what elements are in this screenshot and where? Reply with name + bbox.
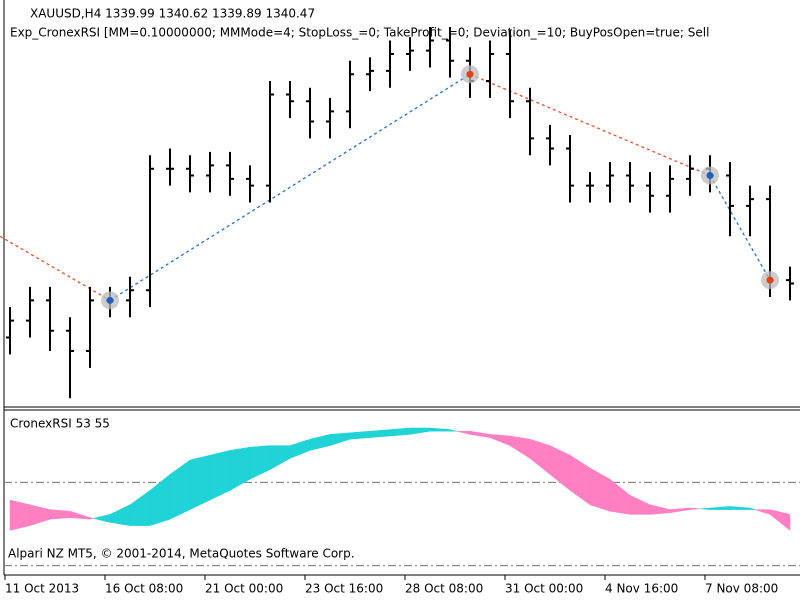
x-tick-label: 16 Oct 08:00 [105,582,183,596]
signal-dot [466,70,474,78]
x-tick-label: 7 Nov 08:00 [705,582,778,596]
band-segment [749,507,756,510]
band-segment [9,499,31,531]
band-segment [189,454,211,510]
chart-subtitle: Exp_CronexRSI [MM=0.10000000; MMMode=4; … [10,26,709,40]
chart-title: XAUUSD,H4 1339.99 1340.62 1339.89 1340.4… [30,7,315,21]
band-segment [49,509,71,520]
signal-dot [106,296,114,304]
band-segment [349,430,371,440]
band-segment [89,517,94,520]
signal-dot [766,276,774,284]
x-tick-label: 21 Oct 00:00 [205,582,283,596]
signal-dot [706,172,714,179]
band-segment [449,429,457,432]
band-segment [769,509,791,531]
trade-line [709,175,771,281]
copyright: Alpari NZ MT5, © 2001-2014, MetaQuotes S… [8,547,355,561]
x-tick-label: 23 Oct 16:00 [305,582,383,596]
band-segment [389,427,411,437]
x-tick-label: 4 Nov 16:00 [605,582,678,596]
x-tick-label: 31 Oct 00:00 [505,582,583,596]
indicator-title: CronexRSI 53 55 [10,417,110,431]
trade-line [109,73,471,301]
indicator-pane [4,427,800,567]
band-segment [369,429,391,438]
x-tick-label: 28 Oct 08:00 [405,582,483,596]
x-tick-label: 11 Oct 2013 [5,582,79,596]
band-segment [689,507,701,510]
price-pane [0,27,794,399]
